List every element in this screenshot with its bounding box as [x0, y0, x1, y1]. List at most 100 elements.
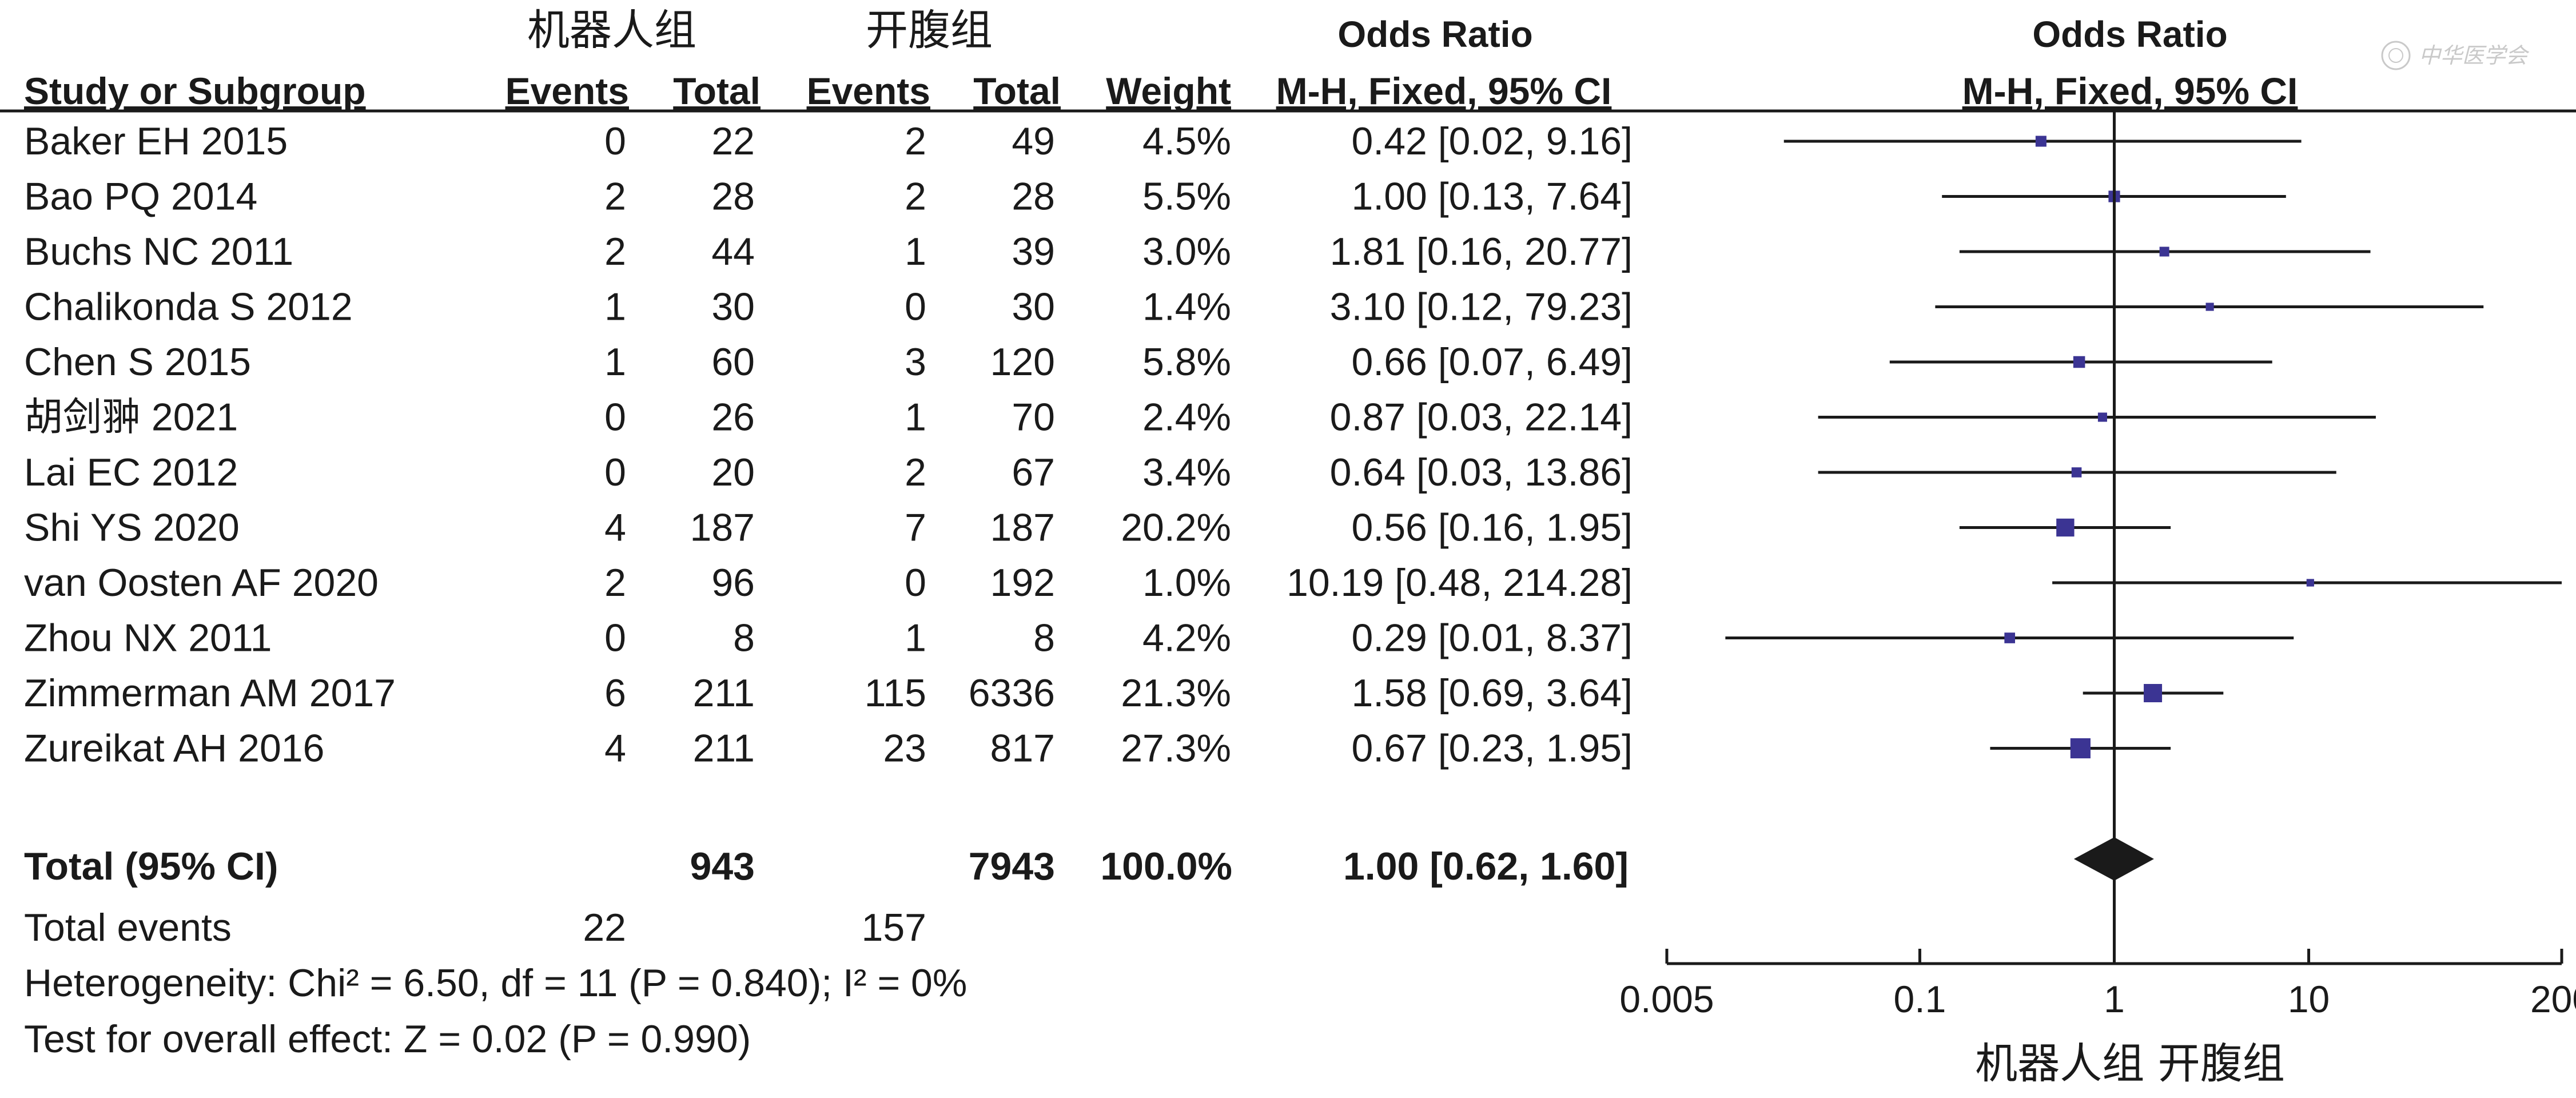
- weight: 21.3%: [1121, 671, 1231, 715]
- study-name: Shi YS 2020: [24, 506, 240, 550]
- exp-total: 187: [690, 506, 755, 550]
- ctrl-total: 192: [990, 561, 1055, 604]
- ctrl-events: 2: [905, 175, 926, 218]
- ctrl-total: 39: [1012, 230, 1055, 273]
- ctrl-events: 1: [905, 230, 926, 273]
- header-or-method: M-H, Fixed, 95% CI: [1276, 70, 1612, 112]
- weight: 1.4%: [1142, 285, 1231, 329]
- exp-total: 20: [711, 451, 755, 494]
- weight: 5.8%: [1142, 340, 1231, 384]
- table-row: Buchs NC 2011 2 44 1 39 3.0% 1.81 [0.16, 20.77…: [24, 230, 1633, 273]
- or-ci: 1.81 [0.16, 20.77]: [1330, 230, 1633, 273]
- study-name: Baker EH 2015: [24, 120, 288, 163]
- or-ci: 0.64 [0.03, 13.86]: [1330, 451, 1633, 494]
- study-marker: [2070, 738, 2091, 759]
- experimental-group-label: 机器人组: [527, 6, 696, 55]
- exp-total: 28: [711, 175, 755, 218]
- ctrl-total: 30: [1012, 285, 1055, 329]
- table-row: Baker EH 2015 0 22 2 49 4.5% 0.42 [0.02, 9.16]: [24, 120, 1633, 163]
- exp-events: 2: [604, 561, 626, 604]
- exp-events: 4: [604, 727, 626, 770]
- exp-events: 0: [604, 396, 626, 439]
- ctrl-total: 70: [1012, 396, 1055, 439]
- weight: 4.5%: [1142, 120, 1231, 163]
- study-name: Zhou NX 2011: [24, 616, 272, 660]
- study-name: Bao PQ 2014: [24, 175, 257, 218]
- ctrl-total: 8: [1033, 616, 1055, 660]
- total-events-label: Total events: [24, 906, 232, 949]
- x-tick-label: 200: [2530, 978, 2576, 1020]
- table-row: Lai EC 2012 0 20 2 67 3.4% 0.64 [0.03, 13.86]: [24, 451, 1633, 494]
- total-exp-total: 943: [690, 845, 755, 888]
- or-ci: 0.56 [0.16, 1.95]: [1351, 506, 1633, 550]
- study-name: Zureikat AH 2016: [24, 727, 324, 770]
- watermark-logo: 中华医学会: [2381, 41, 2530, 70]
- header-exp-events: Events: [505, 70, 629, 112]
- exp-total: 8: [733, 616, 755, 660]
- table-row: van Oosten AF 2020 2 96 0 192 1.0% 10.19 [0.48…: [24, 561, 1633, 604]
- ctrl-total: 6336: [969, 671, 1055, 715]
- ctrl-events: 0: [905, 285, 926, 329]
- header-exp-total: Total: [673, 70, 761, 112]
- or-ci: 0.87 [0.03, 22.14]: [1330, 396, 1633, 439]
- or-plot-title: Odds Ratio: [2032, 14, 2227, 55]
- header-study: Study or Subgroup: [24, 70, 366, 112]
- study-name: 胡剑翀 2021: [24, 396, 238, 439]
- weight: 3.0%: [1142, 230, 1231, 273]
- total-label: Total (95% CI): [24, 845, 278, 888]
- ctrl-events: 0: [905, 561, 926, 604]
- or-column-title: Odds Ratio: [1337, 14, 1532, 55]
- total-ctrl-total: 7943: [969, 845, 1055, 888]
- weight: 27.3%: [1121, 727, 1231, 770]
- table-row: Zureikat AH 2016 4 211 23 817 27.3% 0.67 [0.23…: [24, 727, 1633, 770]
- control-group-label: 开腹组: [866, 6, 993, 55]
- weight: 2.4%: [1142, 396, 1231, 439]
- table-row: Shi YS 2020 4 187 7 187 20.2% 0.56 [0.16, 1.95…: [24, 506, 1633, 550]
- ctrl-total: 120: [990, 340, 1055, 384]
- study-marker: [2205, 303, 2214, 311]
- exp-total: 44: [711, 230, 755, 273]
- exp-events: 0: [604, 451, 626, 494]
- ctrl-events: 3: [905, 340, 926, 384]
- exp-total: 211: [693, 671, 755, 715]
- or-ci: 0.42 [0.02, 9.16]: [1351, 120, 1633, 163]
- ctrl-events: 2: [905, 120, 926, 163]
- ctrl-total: 67: [1012, 451, 1055, 494]
- weight: 20.2%: [1121, 506, 1231, 550]
- or-ci: 10.19 [0.48, 214.28]: [1287, 561, 1633, 604]
- or-ci: 0.29 [0.01, 8.37]: [1351, 616, 1633, 660]
- header-ctrl-total: Total: [973, 70, 1061, 112]
- x-tick-label: 10: [2288, 978, 2330, 1020]
- or-ci: 0.67 [0.23, 1.95]: [1351, 727, 1633, 770]
- exp-events: 0: [604, 616, 626, 660]
- study-name: van Oosten AF 2020: [24, 561, 379, 604]
- or-ci: 1.00 [0.13, 7.64]: [1351, 175, 1633, 218]
- exp-events: 4: [604, 506, 626, 550]
- study-marker: [2159, 246, 2169, 257]
- overall-effect-text: Test for overall effect: Z = 0.02 (P = 0…: [24, 1017, 751, 1061]
- exp-events: 1: [604, 285, 626, 329]
- ctrl-events: 1: [905, 396, 926, 439]
- weight: 3.4%: [1142, 451, 1231, 494]
- header-ctrl-events: Events: [807, 70, 930, 112]
- study-marker: [2056, 518, 2075, 537]
- exp-events: 2: [604, 230, 626, 273]
- ctrl-events: 2: [905, 451, 926, 494]
- ctrl-total: 817: [990, 727, 1055, 770]
- exp-total: 22: [711, 120, 755, 163]
- plot-area: 0.005 0.1 1 10 200: [1619, 111, 2576, 1020]
- ctrl-events: 23: [883, 727, 926, 770]
- study-name: Lai EC 2012: [24, 451, 238, 494]
- x-tick-label: 1: [2104, 978, 2125, 1020]
- study-marker: [2071, 467, 2082, 478]
- table-row: Zimmerman AM 2017 6 211 115 6336 21.3% 1.58 [0…: [24, 671, 1633, 715]
- or-ci: 0.66 [0.07, 6.49]: [1351, 340, 1633, 384]
- study-marker: [2144, 684, 2163, 702]
- study-name: Buchs NC 2011: [24, 230, 293, 273]
- weight: 5.5%: [1142, 175, 1231, 218]
- x-tick-label: 0.1: [1894, 978, 1946, 1020]
- study-name: Chen S 2015: [24, 340, 251, 384]
- or-ci: 3.10 [0.12, 79.23]: [1330, 285, 1633, 329]
- total-weight: 100.0%: [1100, 845, 1232, 888]
